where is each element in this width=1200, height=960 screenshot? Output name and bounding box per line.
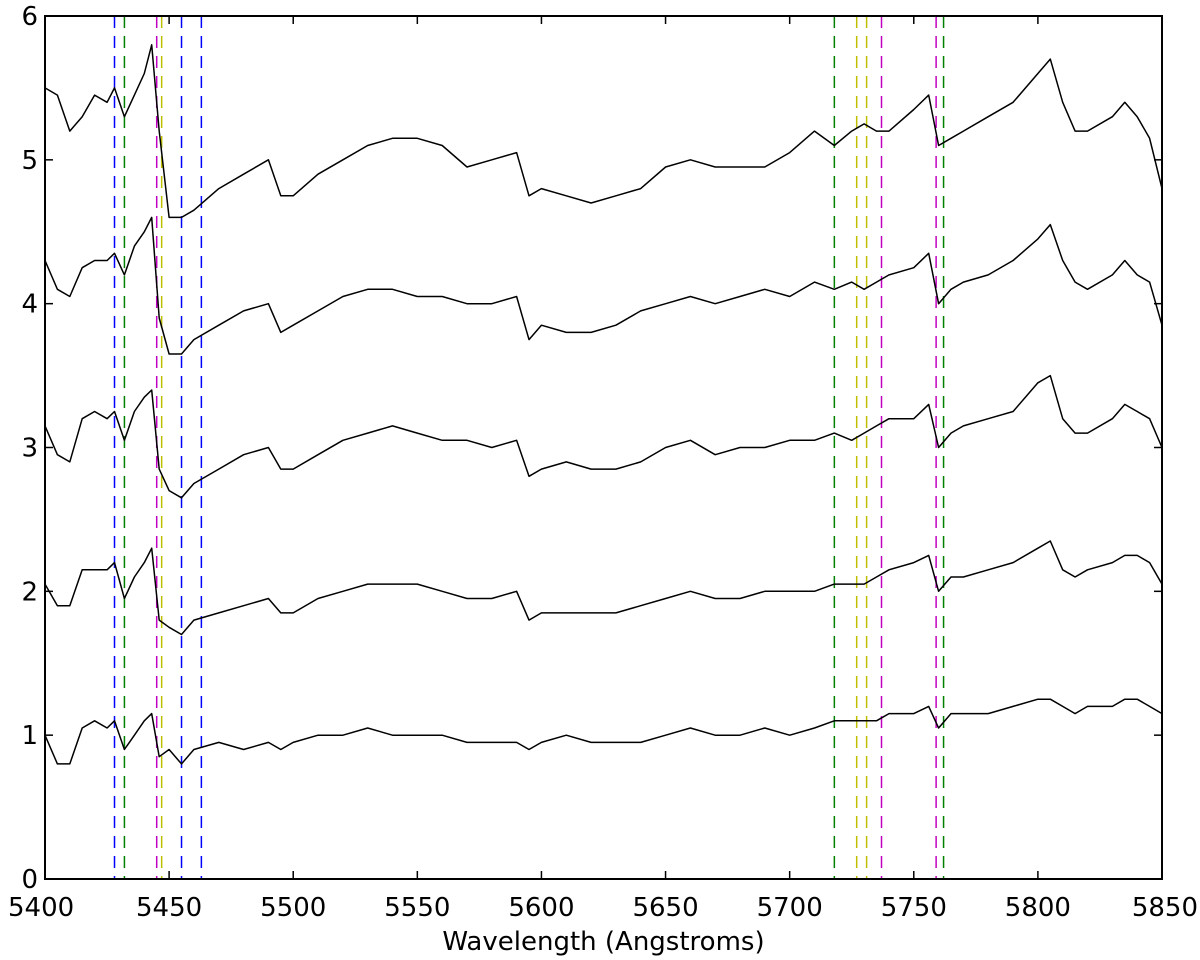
spectrum-line-2	[44, 374, 1163, 499]
reference-lines	[113, 16, 945, 879]
x-axis-label: Wavelength (Angstroms)	[442, 927, 764, 957]
y-tick-label: 5	[21, 146, 38, 176]
x-tick-label: 5450	[136, 893, 202, 923]
spectrum-line-1	[44, 216, 1163, 355]
y-tick-label: 2	[21, 577, 38, 607]
y-tick-label: 1	[21, 721, 38, 751]
x-tick-label: 5800	[1005, 893, 1071, 923]
y-tick-label: 6	[21, 2, 38, 32]
spectrum-line-4	[44, 698, 1163, 765]
x-tick-label: 5850	[1132, 893, 1198, 923]
spectrum-line-3	[44, 540, 1163, 636]
x-tick-label: 5600	[508, 893, 574, 923]
x-tick-label: 5500	[260, 893, 326, 923]
x-tick-label: 5700	[757, 893, 823, 923]
spectra-series	[44, 44, 1163, 765]
spectrum-line-0	[44, 44, 1163, 219]
x-tick-label: 5750	[881, 893, 947, 923]
x-axis: 5400 5450 5500 5550 5600 5650 5700 5750 5800 5850	[8, 16, 1198, 923]
y-tick-label: 0	[21, 865, 38, 895]
x-tick-label: 5650	[632, 893, 698, 923]
y-tick-label: 4	[21, 290, 38, 320]
x-tick-label: 5400	[8, 893, 74, 923]
y-tick-label: 3	[21, 434, 38, 464]
x-tick-label: 5550	[384, 893, 450, 923]
y-axis: 0 1 2 3 4 5 6	[21, 2, 1162, 895]
plot-frame	[44, 15, 1163, 880]
